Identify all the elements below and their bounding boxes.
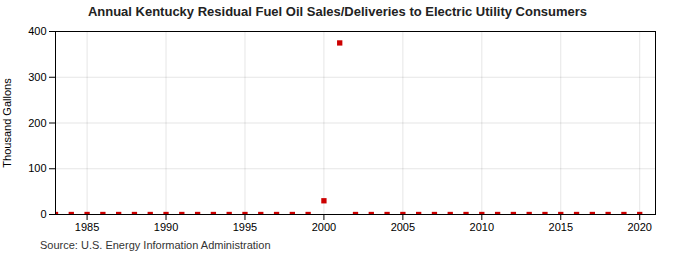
svg-text:1995: 1995: [233, 221, 257, 233]
html-text:Source: U.S. Energy Informatio: Source: U.S. Energy Information Administ…: [40, 239, 271, 251]
svg-text:100: 100: [28, 162, 46, 174]
svg-text:2000: 2000: [312, 221, 336, 233]
svg-text:200: 200: [28, 117, 46, 129]
svg-text:2020: 2020: [627, 221, 651, 233]
svg-text:2005: 2005: [391, 221, 415, 233]
svg-text:2010: 2010: [470, 221, 494, 233]
svg-text:0: 0: [40, 208, 46, 220]
svg-text:1985: 1985: [75, 221, 99, 233]
svg-text:2015: 2015: [549, 221, 573, 233]
svg-text:300: 300: [28, 71, 46, 83]
svg-text:Thousand Gallons: Thousand Gallons: [1, 78, 13, 168]
html-text:Annual Kentucky Residual Fuel: Annual Kentucky Residual Fuel Oil Sales/…: [87, 4, 588, 19]
svg-text:400: 400: [28, 25, 46, 37]
svg-text:1990: 1990: [154, 221, 178, 233]
